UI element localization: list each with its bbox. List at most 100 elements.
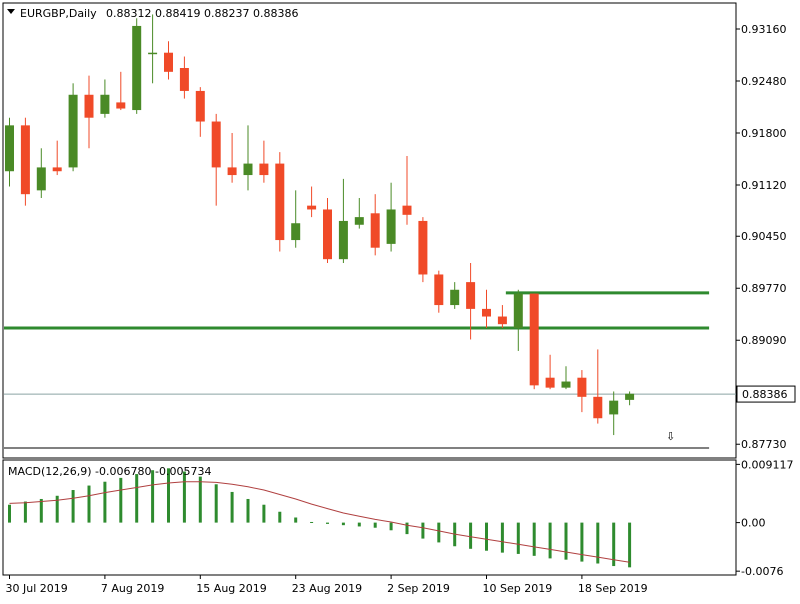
x-axis: 30 Jul 2019 7 Aug 2019 15 Aug 2019 23 Aug 2… — [6, 575, 648, 595]
macd-histogram-bar — [596, 522, 600, 564]
bear-candle[interactable] — [497, 316, 507, 325]
macd-histogram-bar — [357, 522, 361, 527]
price-tick-label: 0.92480 — [741, 75, 787, 88]
price-tick-label: 0.87730 — [741, 438, 787, 451]
current-price-box — [736, 385, 796, 403]
macd-histogram-bar — [405, 522, 409, 535]
price-tick-label: 0.91120 — [741, 179, 787, 192]
x-tick-label: 30 Jul 2019 — [6, 582, 68, 595]
symbol-label: EURGBP,Daily — [20, 7, 97, 20]
bull-candle[interactable] — [100, 94, 110, 114]
macd-histogram-bar — [580, 522, 584, 562]
bull-candle[interactable] — [354, 217, 364, 225]
bear-candle[interactable] — [84, 94, 94, 118]
bull-candle[interactable] — [68, 94, 78, 168]
macd-tick-label: -0.0076 — [741, 565, 783, 578]
bear-candle[interactable] — [545, 377, 555, 388]
macd-histogram-bar — [39, 498, 43, 523]
bull-candle[interactable] — [625, 393, 635, 400]
bear-candle[interactable] — [227, 167, 237, 176]
bull-candle[interactable] — [132, 25, 142, 111]
main-pane-frame — [2, 2, 737, 459]
macd-histogram-bar — [246, 498, 250, 523]
x-tick-label: 18 Sep 2019 — [578, 582, 648, 595]
bear-candle[interactable] — [259, 163, 269, 176]
price-tick-label: 0.91800 — [741, 127, 787, 140]
bear-candle[interactable] — [529, 293, 539, 386]
down-arrow-icon[interactable]: ⇩ — [666, 430, 675, 443]
main-pane: 0.93160 0.92480 0.91800 0.91120 0.90450 0.897… — [4, 14, 796, 451]
bear-candle[interactable] — [466, 282, 476, 309]
bull-candle[interactable] — [450, 289, 460, 306]
bear-candle[interactable] — [275, 163, 285, 241]
bear-candle[interactable] — [211, 121, 221, 168]
macd-histogram-bar — [230, 491, 234, 523]
macd-histogram-bar — [326, 522, 329, 524]
bull-candle[interactable] — [291, 223, 301, 241]
macd-histogram-bar — [310, 521, 314, 523]
bear-candle[interactable] — [482, 308, 491, 317]
bear-candle[interactable] — [164, 52, 173, 72]
macd-histogram-bar — [8, 504, 11, 523]
bear-candle[interactable] — [370, 213, 380, 248]
macd-histogram-bar — [103, 481, 107, 523]
bear-candle[interactable] — [20, 125, 30, 195]
bull-candle[interactable] — [513, 293, 523, 328]
x-tick-label: 10 Sep 2019 — [483, 582, 553, 595]
macd-pane: 0.009117 0.00 -0.0076 — [8, 458, 794, 578]
bull-candle[interactable] — [561, 381, 571, 388]
macd-histogram-bar — [516, 522, 520, 554]
bear-candle[interactable] — [402, 205, 412, 215]
macd-signal-line — [9, 481, 630, 563]
x-tick-label: 15 Aug 2019 — [196, 582, 266, 595]
macd-histogram-bar — [628, 522, 632, 568]
price-tick-label: 0.90450 — [741, 230, 787, 243]
bull-candle[interactable] — [243, 163, 253, 176]
price-tick-label: 0.89770 — [741, 282, 787, 295]
bull-candle[interactable] — [5, 125, 14, 172]
bear-candle[interactable] — [418, 220, 428, 275]
bear-candle[interactable] — [52, 167, 62, 172]
current-price-label: 0.88386 — [742, 388, 788, 401]
bear-candle[interactable] — [577, 377, 587, 397]
dropdown-triangle-icon[interactable] — [7, 9, 15, 14]
bear-candle[interactable] — [195, 90, 205, 122]
macd-histogram-bar — [167, 468, 170, 523]
bear-candle[interactable] — [593, 396, 603, 419]
macd-histogram-bar — [548, 522, 552, 559]
macd-histogram-bar — [532, 522, 536, 556]
x-tick-label: 23 Aug 2019 — [292, 582, 362, 595]
macd-tick-label: 0.00 — [741, 517, 766, 530]
macd-histogram-bar — [135, 474, 139, 523]
bear-candle[interactable] — [116, 102, 126, 109]
bull-candle[interactable] — [148, 52, 158, 55]
macd-histogram-bar — [421, 522, 425, 539]
bull-candle[interactable] — [36, 167, 46, 191]
macd-histogram-bar — [278, 511, 282, 523]
price-tick-label: 0.93160 — [741, 23, 787, 36]
macd-pane-frame — [2, 459, 737, 576]
macd-histogram-bar — [182, 471, 186, 523]
macd-histogram-bar — [198, 476, 202, 523]
macd-histogram-bar — [87, 485, 91, 523]
x-tick-label: 2 Sep 2019 — [387, 582, 450, 595]
bear-candle[interactable] — [323, 209, 332, 260]
bull-candle[interactable] — [609, 400, 619, 415]
macd-histogram-bar — [612, 522, 616, 567]
macd-histogram-bar — [485, 522, 488, 551]
bull-candle[interactable] — [386, 209, 396, 244]
macd-histogram-bar — [437, 522, 441, 543]
bear-candle[interactable] — [434, 274, 444, 306]
macd-histogram-bar — [389, 522, 393, 531]
macd-histogram-bar — [564, 522, 568, 560]
bear-candle[interactable] — [307, 205, 317, 210]
macd-histogram-bar — [262, 504, 266, 523]
macd-tick-label: 0.009117 — [741, 458, 794, 471]
bear-candle[interactable] — [179, 68, 189, 91]
macd-histogram-bar — [71, 490, 75, 523]
x-tick-label: 7 Aug 2019 — [101, 582, 164, 595]
bull-candle[interactable] — [338, 220, 348, 260]
macd-histogram-bar — [151, 470, 155, 523]
